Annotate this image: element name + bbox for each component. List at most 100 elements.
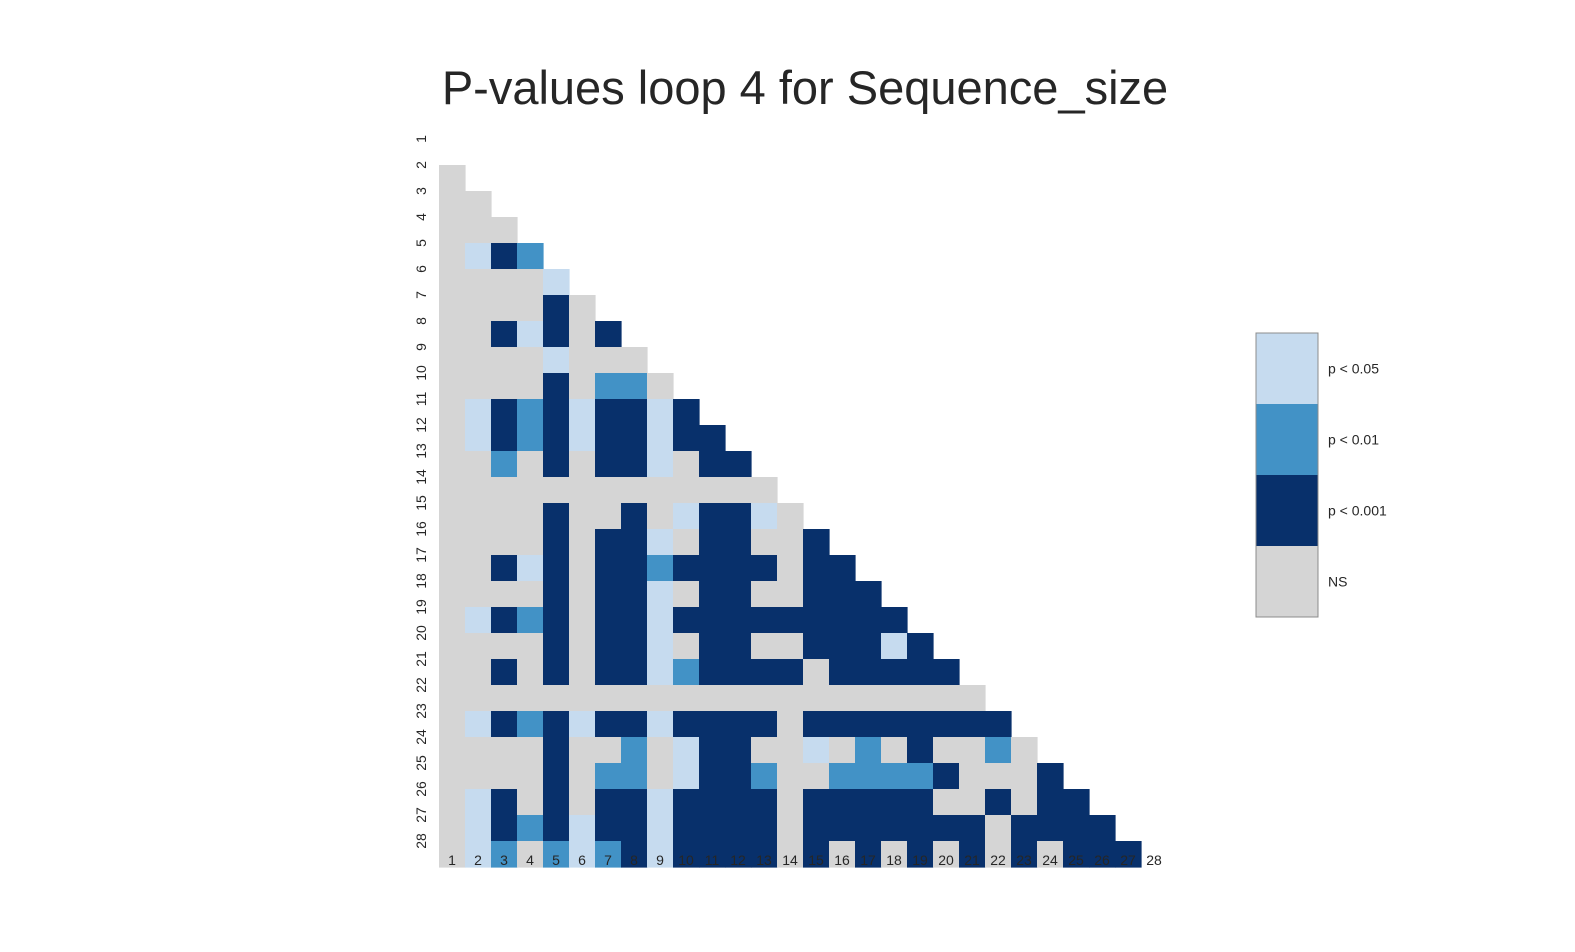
heatmap-cell-21-10 [673, 659, 700, 686]
heatmap-cell-22-2 [465, 685, 492, 712]
heatmap-cell-15-10 [673, 503, 700, 530]
heatmap-cell-27-6 [569, 815, 596, 842]
x-tick-label: 14 [782, 852, 798, 868]
heatmap-cell-21-8 [621, 659, 648, 686]
heatmap-cell-12-8 [621, 425, 648, 452]
heatmap-cell-26-21 [959, 789, 986, 816]
heatmap-cell-25-15 [803, 763, 830, 790]
heatmap-cell-26-18 [881, 789, 908, 816]
y-tick-label: 13 [413, 443, 429, 459]
heatmap-cell-23-2 [465, 711, 492, 738]
heatmap-cell-23-4 [517, 711, 544, 738]
heatmap-cell-21-9 [647, 659, 674, 686]
heatmap-cell-18-17 [855, 581, 882, 608]
heatmap-cell-28-24 [1037, 841, 1064, 868]
heatmap-cell-25-19 [907, 763, 934, 790]
heatmap-cell-8-3 [491, 321, 518, 348]
y-tick-label: 6 [413, 265, 429, 273]
heatmap-cell-17-10 [673, 555, 700, 582]
y-tick-label: 11 [413, 392, 429, 407]
y-tick-label: 4 [413, 213, 429, 221]
heatmap-cell-12-11 [699, 425, 726, 452]
heatmap-cell-26-5 [543, 789, 570, 816]
y-tick-label: 20 [413, 625, 429, 641]
heatmap-cell-26-11 [699, 789, 726, 816]
heatmap-cell-28-12 [725, 841, 752, 868]
heatmap-cell-17-7 [595, 555, 622, 582]
heatmap-cell-28-4 [517, 841, 544, 868]
heatmap-cell-22-20 [933, 685, 960, 712]
heatmap-cell-19-16 [829, 607, 856, 634]
heatmap-cell-20-9 [647, 633, 674, 660]
heatmap-cell-6-2 [465, 269, 492, 296]
heatmap-cell-27-21 [959, 815, 986, 842]
y-tick-label: 26 [413, 781, 429, 797]
heatmap-cell-26-23 [1011, 789, 1038, 816]
heatmap-cell-17-16 [829, 555, 856, 582]
heatmap-cell-5-3 [491, 243, 518, 270]
heatmap-cell-24-22 [985, 737, 1012, 764]
heatmap-cell-4-2 [465, 217, 492, 244]
heatmap-cell-23-9 [647, 711, 674, 738]
heatmap-cell-28-26 [1089, 841, 1116, 868]
heatmap-cell-22-5 [543, 685, 570, 712]
heatmap-cell-25-8 [621, 763, 648, 790]
x-tick-label: 13 [756, 852, 772, 868]
x-tick-label: 12 [730, 852, 746, 868]
heatmap-cell-6-1 [439, 269, 466, 296]
heatmap-cell-24-20 [933, 737, 960, 764]
heatmap-cell-17-6 [569, 555, 596, 582]
heatmap-cell-17-12 [725, 555, 752, 582]
heatmap-cell-22-19 [907, 685, 934, 712]
heatmap-cell-22-3 [491, 685, 518, 712]
heatmap-cell-20-5 [543, 633, 570, 660]
heatmap-cell-11-3 [491, 399, 518, 426]
heatmap-cell-7-5 [543, 295, 570, 322]
x-tick-label: 17 [860, 852, 876, 868]
heatmap-cell-22-14 [777, 685, 804, 712]
y-tick-label: 16 [413, 521, 429, 537]
x-tick-label: 3 [500, 852, 508, 868]
heatmap-cell-17-8 [621, 555, 648, 582]
heatmap-cell-27-12 [725, 815, 752, 842]
heatmap-cell-23-11 [699, 711, 726, 738]
heatmap-cell-24-16 [829, 737, 856, 764]
heatmap-cell-4-3 [491, 217, 518, 244]
heatmap-cell-25-5 [543, 763, 570, 790]
heatmap-cell-25-7 [595, 763, 622, 790]
heatmap-cell-14-10 [673, 477, 700, 504]
heatmap-cell-25-22 [985, 763, 1012, 790]
heatmap-cell-11-8 [621, 399, 648, 426]
y-tick-label: 27 [413, 807, 429, 823]
heatmap-cell-28-8 [621, 841, 648, 868]
heatmap-cell-26-15 [803, 789, 830, 816]
heatmap-cell-13-12 [725, 451, 752, 478]
heatmap-cell-26-1 [439, 789, 466, 816]
heatmap-cell-17-9 [647, 555, 674, 582]
heatmap-cell-26-12 [725, 789, 752, 816]
heatmap-cell-22-9 [647, 685, 674, 712]
heatmap-cell-22-1 [439, 685, 466, 712]
heatmap-cell-24-5 [543, 737, 570, 764]
heatmap-cell-23-17 [855, 711, 882, 738]
heatmap-cell-20-17 [855, 633, 882, 660]
heatmap-cell-24-10 [673, 737, 700, 764]
heatmap-cell-20-2 [465, 633, 492, 660]
y-tick-label: 12 [413, 417, 429, 433]
heatmap-cell-9-7 [595, 347, 622, 374]
heatmap-cell-15-12 [725, 503, 752, 530]
heatmap-cell-28-19 [907, 841, 934, 868]
heatmap-cell-25-23 [1011, 763, 1038, 790]
heatmap-cell-16-11 [699, 529, 726, 556]
y-tick-label: 3 [413, 187, 429, 195]
y-tick-label: 25 [413, 755, 429, 771]
heatmap-cell-27-2 [465, 815, 492, 842]
heatmap-cell-23-3 [491, 711, 518, 738]
heatmap-cell-20-4 [517, 633, 544, 660]
heatmap-cell-14-8 [621, 477, 648, 504]
heatmap-cell-16-5 [543, 529, 570, 556]
x-tick-label: 19 [912, 852, 928, 868]
heatmap-cell-18-6 [569, 581, 596, 608]
heatmap-cell-16-3 [491, 529, 518, 556]
